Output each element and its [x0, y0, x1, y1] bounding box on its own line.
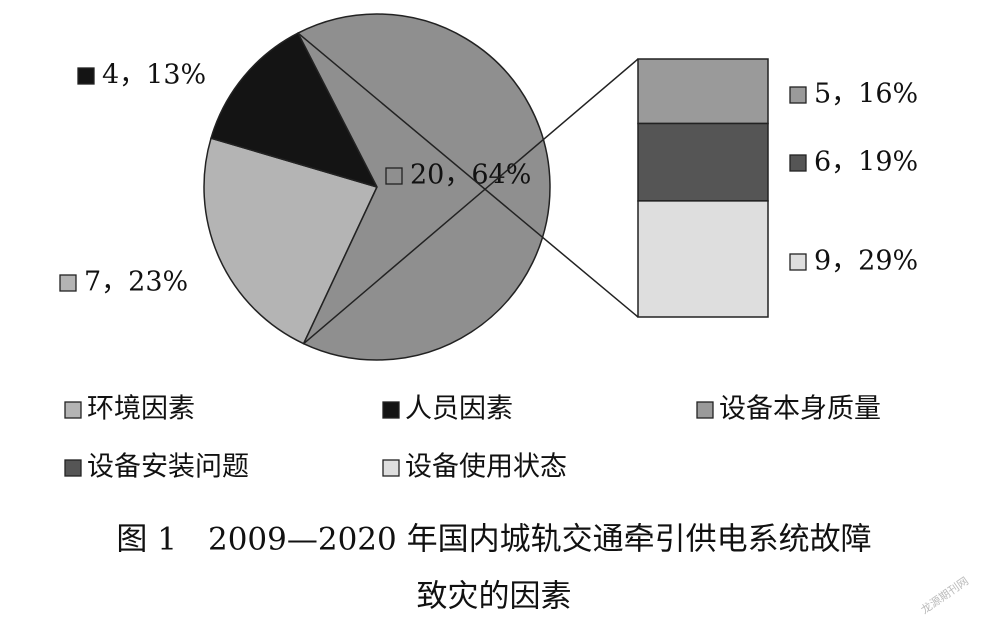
data-label: 7，23% — [84, 267, 188, 298]
pie-slice — [297, 13, 551, 361]
marker — [64, 401, 82, 419]
legend-label: 环境因素 — [87, 394, 195, 425]
connector — [303, 58, 639, 345]
marker — [789, 86, 807, 104]
marker — [382, 459, 400, 477]
watermark: 龙源期刊网 — [918, 574, 971, 617]
legend-label: 设备安装问题 — [87, 452, 249, 483]
marker — [696, 401, 714, 419]
legend-label: 设备使用状态 — [405, 452, 567, 483]
marker — [789, 253, 807, 271]
data-label: 20，64% — [410, 160, 531, 191]
legend-label: 人员因素 — [405, 394, 513, 425]
marker — [385, 167, 403, 185]
bar-segment — [637, 122, 769, 202]
marker — [59, 274, 77, 292]
marker — [789, 154, 807, 172]
data-label: 5，16% — [814, 79, 918, 110]
connector — [297, 32, 639, 318]
pie-slice — [210, 32, 379, 189]
data-label: 9，29% — [814, 246, 918, 277]
legend-label: 设备本身质量 — [719, 394, 881, 425]
bar-segment — [637, 200, 769, 318]
data-label: 4，13% — [102, 60, 206, 91]
caption: 图 1 2009—2020 年国内城轨交通牵引供电系统故障 — [116, 522, 871, 558]
data-label: 6，19% — [814, 147, 918, 178]
caption: 致灾的因素 — [417, 579, 572, 615]
marker — [64, 459, 82, 477]
marker — [382, 401, 400, 419]
bar-segment — [637, 58, 769, 125]
pie-slice — [203, 137, 379, 345]
marker — [77, 67, 95, 85]
